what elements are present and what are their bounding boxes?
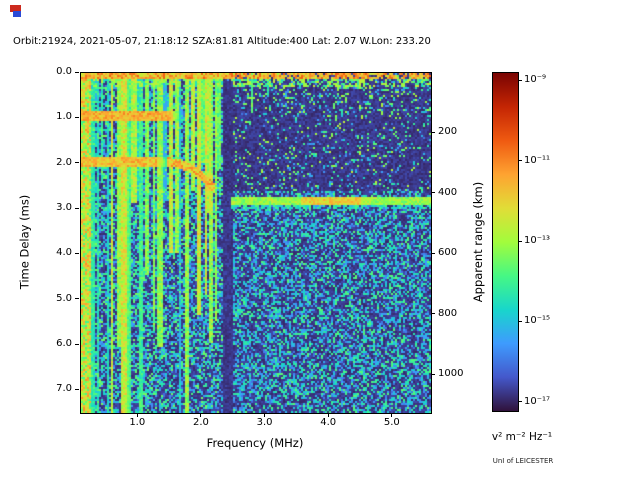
y-tick-mark [75,207,79,209]
x-tick-mark [327,413,329,417]
colorbar-tick-mark [519,160,522,162]
plot-area [80,72,432,414]
y-tick-label: 3.0 [56,202,72,213]
colorbar-tick-label: 10⁻¹⁵ [524,315,551,327]
x-axis-label: Frequency (MHz) [206,436,304,450]
colorbar-tick-mark [519,320,522,322]
x-tick-label: 3.0 [256,417,273,428]
right-tick-label: 800 [438,307,458,319]
x-tick-mark [264,413,266,417]
x-tick-mark [200,413,202,417]
colorbar-tick-label: 10⁻⁹ [524,74,547,86]
y-tick-mark [75,252,79,254]
y-axis-label-left-text: Time Delay (ms) [17,194,32,290]
colorbar-tick-label: 10⁻¹¹ [524,154,551,166]
right-tick-mark [431,131,435,133]
y-tick-mark [75,71,79,73]
attribution-text: UnI of LEICESTER [492,457,554,465]
colorbar-tick-mark [519,79,522,81]
y-tick-label: 0.0 [56,66,72,77]
y-tick-label: 6.0 [56,338,72,349]
spectrogram-canvas [81,73,431,413]
x-tick-label: 4.0 [320,417,337,428]
y-tick-mark [75,343,79,345]
y-tick-label: 5.0 [56,292,72,304]
x-tick-label: 5.0 [383,417,400,428]
right-tick-label: 400 [438,186,458,198]
x-tick-label: 2.0 [192,417,209,428]
y-tick-label: 1.0 [56,111,72,123]
y-axis-label-right-text: Apparent range (km) [471,181,486,303]
y-axis-label-left: Time Delay (ms) [14,72,34,412]
right-tick-label: 200 [438,126,458,138]
y-tick-mark [75,116,79,118]
x-tick-mark [136,413,138,417]
y-tick-label: 2.0 [56,156,72,168]
y-tick-label: 4.0 [56,247,72,259]
right-tick-label: 600 [438,247,458,259]
y-tick-mark [75,162,79,164]
colorbar-tick-label: 10⁻¹⁷ [524,395,551,407]
colorbar-tick-mark [519,240,522,242]
app-icon-red-mark [10,5,21,12]
right-tick-label: 1000 [438,368,464,380]
app-icon-blue-mark [13,11,21,17]
y-tick-mark [75,388,79,390]
x-tick-mark [391,413,393,417]
right-tick-mark [431,313,435,315]
colorbar [492,72,519,412]
right-tick-mark [431,192,435,194]
right-tick-mark [431,373,435,375]
colorbar-unit-label: v² m⁻² Hz⁻¹ [491,431,553,443]
figure-title: Orbit:21924, 2021-05-07, 21:18:12 SZA:81… [13,36,431,47]
y-tick-label: 7.0 [56,383,72,395]
colorbar-tick-label: 10⁻¹³ [524,235,551,246]
y-tick-mark [75,298,79,300]
x-tick-label: 1.0 [129,417,146,428]
y-axis-label-right: Apparent range (km) [468,72,488,412]
app-icon [10,5,26,19]
right-tick-mark [431,252,435,254]
colorbar-tick-mark [519,401,522,403]
